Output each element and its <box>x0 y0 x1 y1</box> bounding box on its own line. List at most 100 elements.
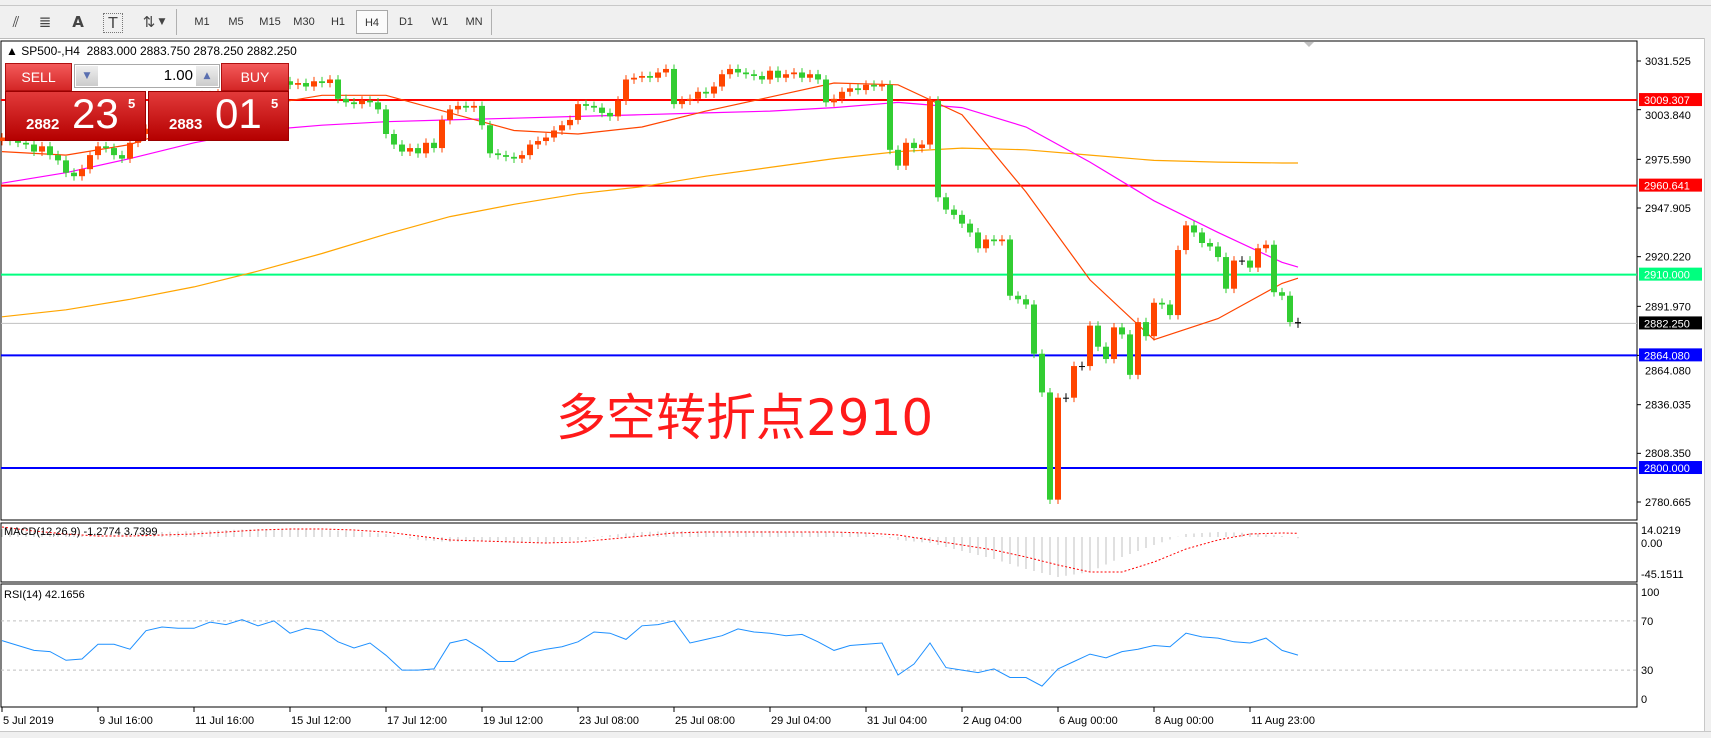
candle-body[interactable] <box>1007 239 1013 296</box>
candle-body[interactable] <box>31 144 37 152</box>
candle-body[interactable] <box>607 112 613 117</box>
candle-body[interactable] <box>1023 299 1029 305</box>
candle-body[interactable] <box>911 142 917 149</box>
candle-body[interactable] <box>71 172 77 177</box>
candle-body[interactable] <box>119 155 125 159</box>
candle-body[interactable] <box>471 105 477 108</box>
candle-body[interactable] <box>1191 225 1197 233</box>
candle-body[interactable] <box>655 72 661 78</box>
candle-body[interactable] <box>567 119 573 126</box>
candle-body[interactable] <box>407 148 413 152</box>
candle-body[interactable] <box>591 105 597 108</box>
candle-body[interactable] <box>1183 225 1189 251</box>
candle-body[interactable] <box>807 74 813 78</box>
candle-body[interactable] <box>495 153 501 156</box>
candle-body[interactable] <box>543 137 549 142</box>
candle-body[interactable] <box>431 142 437 149</box>
candle-body[interactable] <box>751 74 757 76</box>
candle-body[interactable] <box>831 98 837 103</box>
candle-body[interactable] <box>999 239 1005 242</box>
candle-body[interactable] <box>671 68 677 105</box>
candle-body[interactable] <box>1111 327 1117 360</box>
candle-body[interactable] <box>399 144 405 152</box>
candle-body[interactable] <box>463 105 469 108</box>
candle-body[interactable] <box>319 81 325 84</box>
candle-body[interactable] <box>1167 304 1173 316</box>
candle-body[interactable] <box>535 141 541 145</box>
candle-body[interactable] <box>391 134 397 145</box>
candle-body[interactable] <box>1223 257 1229 289</box>
candle-body[interactable] <box>383 109 389 135</box>
candle-body[interactable] <box>1055 397 1061 500</box>
candle-body[interactable] <box>943 197 949 210</box>
candle-body[interactable] <box>23 142 29 145</box>
candle-body[interactable] <box>1279 292 1285 296</box>
candle-body[interactable] <box>1271 244 1277 293</box>
lot-increase-button[interactable]: ▲ <box>196 66 218 86</box>
candle-body[interactable] <box>0 137 5 142</box>
candle-body[interactable] <box>1095 325 1101 347</box>
sell-price-button[interactable]: 2882 23 5 <box>5 90 146 141</box>
candle-body[interactable] <box>1287 295 1293 323</box>
candle-body[interactable] <box>991 239 997 242</box>
candle-body[interactable] <box>719 74 725 87</box>
candle-body[interactable] <box>1087 325 1093 367</box>
candle-body[interactable] <box>647 75 653 78</box>
candle-body[interactable] <box>335 79 341 99</box>
candle-body[interactable] <box>743 72 749 75</box>
candle-body[interactable] <box>1079 366 1085 368</box>
candle-body[interactable] <box>79 169 85 177</box>
candle-body[interactable] <box>47 146 53 156</box>
candle-body[interactable] <box>775 70 781 78</box>
candle-body[interactable] <box>983 239 989 249</box>
chart-shift-icon[interactable] <box>1304 42 1314 47</box>
candle-body[interactable] <box>63 160 69 173</box>
candle-body[interactable] <box>15 141 21 143</box>
candle-body[interactable] <box>55 155 61 161</box>
candle-body[interactable] <box>439 119 445 149</box>
candle-body[interactable] <box>1247 260 1253 268</box>
period-h1[interactable]: H1 <box>330 16 346 28</box>
candle-body[interactable] <box>143 128 149 135</box>
period-mn[interactable]: MN <box>465 16 483 28</box>
candle-body[interactable] <box>1239 260 1245 262</box>
candle-body[interactable] <box>1175 250 1181 316</box>
candle-body[interactable] <box>327 79 333 84</box>
period-m5[interactable]: M5 <box>228 16 244 28</box>
candle-body[interactable] <box>727 68 733 75</box>
candle-body[interactable] <box>927 100 933 145</box>
candle-body[interactable] <box>799 72 805 78</box>
candle-body[interactable] <box>887 84 893 150</box>
period-m1[interactable]: M1 <box>194 16 210 28</box>
candle-body[interactable] <box>1135 322 1141 375</box>
arrows-icon[interactable]: ⇅ <box>142 13 156 31</box>
period-m15[interactable]: M15 <box>259 16 281 28</box>
candle-body[interactable] <box>415 148 421 154</box>
candle-body[interactable] <box>711 86 717 94</box>
candle-body[interactable] <box>735 68 741 73</box>
candle-body[interactable] <box>935 100 941 198</box>
candle-body[interactable] <box>287 81 293 85</box>
candle-body[interactable] <box>1263 244 1269 249</box>
candle-body[interactable] <box>527 144 533 156</box>
candle-body[interactable] <box>599 107 605 113</box>
candle-body[interactable] <box>367 100 373 103</box>
candle-body[interactable] <box>1103 346 1109 360</box>
candle-body[interactable] <box>855 88 861 91</box>
candle-body[interactable] <box>959 214 965 224</box>
candle-body[interactable] <box>975 232 981 249</box>
candle-body[interactable] <box>951 209 957 215</box>
candle-body[interactable] <box>863 84 869 91</box>
candle-body[interactable] <box>1071 366 1077 398</box>
candle-body[interactable] <box>623 79 629 101</box>
candle-body[interactable] <box>1063 397 1069 399</box>
candle-body[interactable] <box>95 146 101 156</box>
candle-body[interactable] <box>1199 232 1205 243</box>
candle-body[interactable] <box>103 146 109 149</box>
candle-body[interactable] <box>615 100 621 117</box>
candle-body[interactable] <box>1151 302 1157 337</box>
candle-body[interactable] <box>551 130 557 138</box>
period-d1[interactable]: D1 <box>398 16 414 28</box>
lot-decrease-button[interactable]: ▼ <box>76 66 98 86</box>
